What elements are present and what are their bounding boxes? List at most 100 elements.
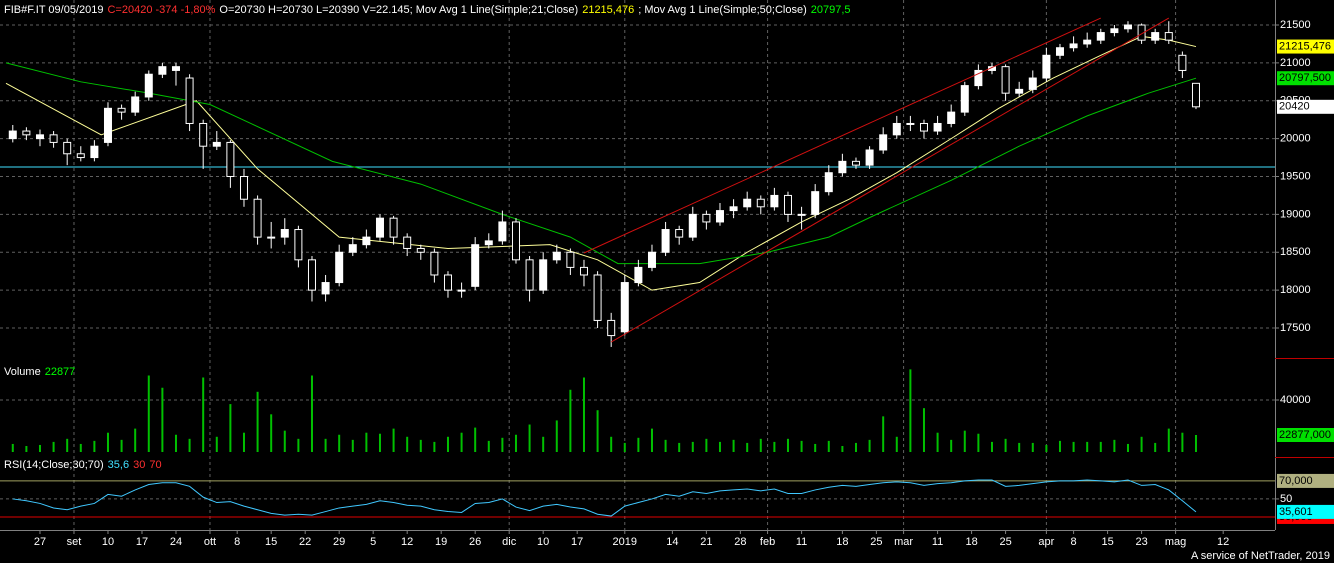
- x-tick-label: 18: [836, 536, 848, 548]
- candle-body: [212, 141, 221, 147]
- x-tick-label: 23: [1135, 536, 1147, 548]
- x-tick-label: 10: [102, 536, 114, 548]
- x-tick-label: 10: [537, 536, 549, 548]
- header-part: O=20730 H=20730 L=20390 V=22.145; Mov Av…: [219, 4, 579, 16]
- credit: A service of NetTrader, 2019: [1191, 550, 1330, 562]
- x-tick-label: 2019: [613, 536, 637, 548]
- candle-body: [756, 198, 765, 208]
- x-tick-label: 22: [299, 536, 311, 548]
- candle-body: [307, 259, 316, 291]
- y-tick-label: 40000: [1280, 394, 1311, 406]
- candle-body: [76, 153, 85, 159]
- candle-body: [1042, 54, 1051, 79]
- candle-body: [634, 266, 643, 284]
- x-tick-label: 19: [435, 536, 447, 548]
- candle-body: [457, 289, 466, 292]
- candle-body: [158, 66, 167, 75]
- candle-body: [471, 244, 480, 287]
- x-tick-label: 17: [136, 536, 148, 548]
- x-tick-label: 8: [234, 536, 240, 548]
- candle-body: [539, 259, 548, 291]
- candle-body: [906, 122, 915, 125]
- candle-body: [348, 244, 357, 253]
- candle-body: [171, 66, 180, 71]
- candle-body: [321, 282, 330, 295]
- x-tick-label: dic: [502, 536, 517, 548]
- candle-body: [865, 149, 874, 166]
- candle-body: [8, 130, 17, 140]
- x-tick-label: 18: [965, 536, 977, 548]
- candle-body: [1178, 54, 1187, 71]
- x-tick-label: 24: [170, 536, 182, 548]
- candle-body: [416, 247, 425, 253]
- candle-body: [688, 213, 697, 238]
- y-tick-label: 18500: [1280, 246, 1311, 258]
- volume-header: Volume 22877: [4, 366, 79, 378]
- x-tick-label: 8: [1071, 536, 1077, 548]
- price-header: FIB#F.IT 09/05/2019 C=20420 -374 -1,80% O=…: [4, 4, 855, 16]
- candle-body: [851, 160, 860, 166]
- x-tick-label: 17: [571, 536, 583, 548]
- candle-body: [933, 122, 942, 132]
- moving-average: [5, 62, 1197, 265]
- candle-body: [144, 73, 153, 98]
- candle-body: [403, 236, 412, 249]
- candle-body: [947, 111, 956, 124]
- x-tick-label: 29: [333, 536, 345, 548]
- x-tick-label: 25: [999, 536, 1011, 548]
- candle-body: [770, 194, 779, 208]
- candle-body: [919, 122, 928, 132]
- candle-body: [226, 141, 235, 178]
- over-layer: [583, 17, 1170, 343]
- header-part: 35,6: [107, 459, 130, 471]
- value-box: [1277, 39, 1334, 54]
- x-tick-label: 28: [734, 536, 746, 548]
- value-box: [1277, 473, 1334, 488]
- candle-body: [1110, 28, 1119, 34]
- header-part: ; Mov Avg 1 Line(Simple;50;Close): [638, 4, 807, 16]
- x-tick-label: 15: [265, 536, 277, 548]
- candle-body: [375, 217, 384, 238]
- candle-body: [498, 221, 507, 242]
- candle-body: [63, 141, 72, 155]
- y-tick-label: 19000: [1280, 208, 1311, 220]
- candle-body: [960, 85, 969, 113]
- header-part: FIB#F.IT 09/05/2019: [4, 4, 104, 16]
- candle-body: [607, 319, 616, 337]
- y-tick-label: 21500: [1280, 19, 1311, 31]
- candle-body: [1055, 47, 1064, 56]
- candle-body: [838, 160, 847, 174]
- x-tick-label: apr: [1038, 536, 1054, 548]
- y-tick-label: 50: [1280, 493, 1292, 505]
- candle-body: [811, 191, 820, 215]
- candle-body: [797, 213, 806, 216]
- candle-body: [552, 251, 561, 261]
- value-box: [1277, 99, 1334, 114]
- candle-body: [267, 236, 276, 239]
- header-part: Volume: [4, 366, 41, 378]
- x-tick-label: 12: [401, 536, 413, 548]
- candle-body: [661, 229, 670, 253]
- x-tick-label: 25: [870, 536, 882, 548]
- candle-body: [974, 69, 983, 87]
- candle-body: [892, 122, 901, 136]
- y-tick-label: 20000: [1280, 133, 1311, 145]
- candle-body: [90, 145, 99, 159]
- candle-body: [117, 107, 126, 113]
- candle-body: [1096, 32, 1105, 41]
- candle-body: [783, 194, 792, 215]
- candle-body: [362, 236, 371, 246]
- x-tick-label: 21: [700, 536, 712, 548]
- candle-body: [35, 134, 44, 140]
- x-tick-label: 27: [34, 536, 46, 548]
- value-box-label: 35,601: [1279, 506, 1313, 518]
- candle-body: [1123, 24, 1132, 30]
- x-tick-label: set: [67, 536, 82, 548]
- candle-body: [185, 77, 194, 124]
- candle-body: [715, 210, 724, 223]
- value-box-label: 20797,500: [1279, 72, 1331, 84]
- header-part: 22877: [44, 366, 76, 378]
- candle-body: [1151, 32, 1160, 41]
- value-box: [1277, 504, 1334, 519]
